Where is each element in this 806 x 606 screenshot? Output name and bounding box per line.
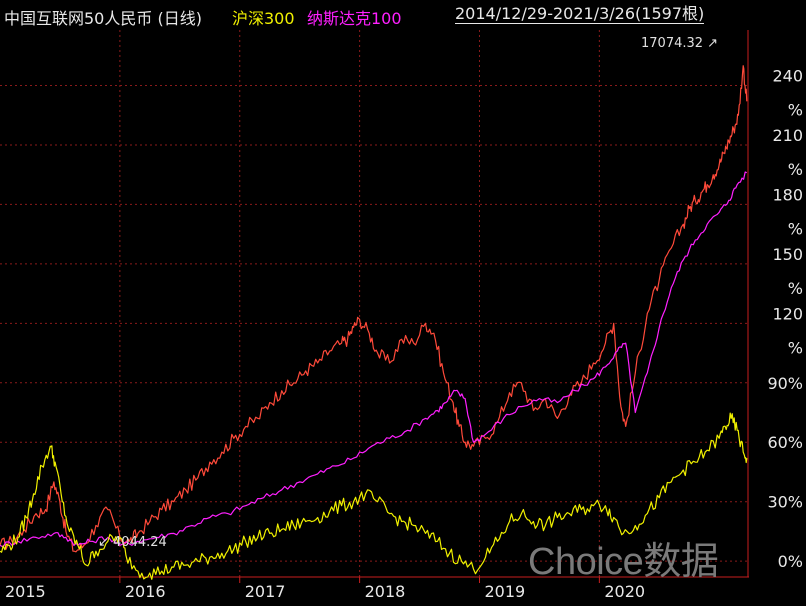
- x-tick-label: 2019: [484, 582, 525, 601]
- x-tick-label: 2017: [245, 582, 286, 601]
- y-tick-label: 30%: [767, 493, 803, 512]
- chart-title: 中国互联网50人民币 (日线): [4, 9, 202, 28]
- max-value-label: 17074.32 ↗: [641, 36, 718, 51]
- y-tick-unit: %: [788, 219, 803, 238]
- y-tick-label: 0%: [778, 552, 803, 571]
- series-line-0: [0, 65, 748, 553]
- y-tick-unit: %: [788, 338, 803, 357]
- x-tick-label: 2016: [125, 582, 166, 601]
- date-range[interactable]: 2014/12/29-2021/3/26(1597根): [455, 4, 705, 24]
- y-tick-unit: %: [788, 279, 803, 298]
- y-tick-label: 180: [772, 185, 803, 204]
- legend-nasdaq100[interactable]: 纳斯达克100: [307, 9, 402, 28]
- choice-watermark: Choice数据: [528, 541, 719, 583]
- y-tick-label: 240: [772, 66, 803, 85]
- chart-header: 中国互联网50人民币 (日线) 沪深300 纳斯达克100 2014/12/29…: [0, 0, 806, 30]
- y-tick-label: 90%: [767, 374, 803, 393]
- y-tick-label: 210: [772, 126, 803, 145]
- y-tick-label: 150: [772, 245, 803, 264]
- series-line-2: [0, 412, 748, 580]
- series-line-1: [0, 171, 748, 548]
- y-tick-label: 60%: [767, 433, 803, 452]
- min-value-text: 4044.24: [113, 535, 167, 550]
- x-tick-label: 2018: [365, 582, 406, 601]
- min-arrow-icon: ↙: [98, 535, 114, 550]
- max-arrow-icon: ↗: [703, 36, 719, 51]
- y-tick-unit: %: [788, 160, 803, 179]
- max-value-text: 17074.32: [641, 36, 704, 51]
- y-tick-unit: %: [788, 100, 803, 119]
- min-value-label: ↙ 4044.24: [98, 535, 167, 550]
- x-tick-label: 2015: [5, 582, 46, 601]
- y-tick-label: 120: [772, 304, 803, 323]
- legend-hs300[interactable]: 沪深300: [232, 9, 295, 28]
- x-tick-label: 2020: [604, 582, 645, 601]
